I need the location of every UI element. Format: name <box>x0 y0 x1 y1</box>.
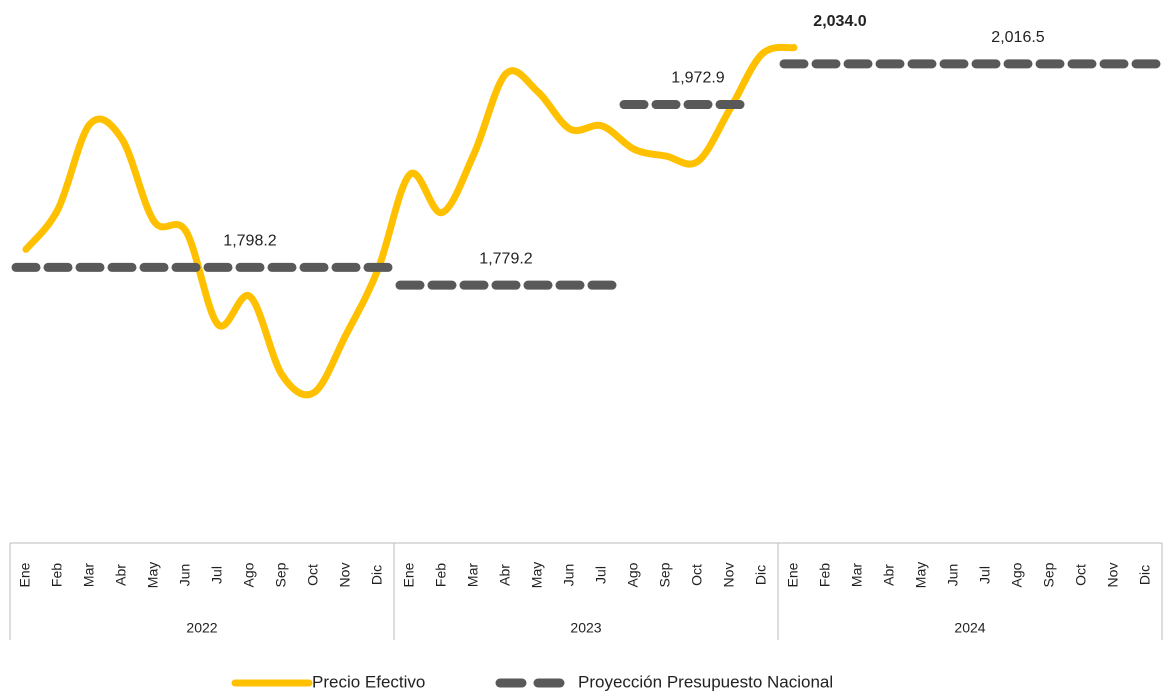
year-label: 2024 <box>954 620 985 636</box>
year-label: 2023 <box>570 620 601 636</box>
x-tick-label: Mar <box>465 563 481 587</box>
data-label: 1,798.2 <box>223 233 276 250</box>
x-tick-label: Ago <box>625 562 641 587</box>
x-tick-label: Jul <box>977 566 993 584</box>
x-tick-label: Feb <box>433 563 449 587</box>
x-tick-label: Nov <box>721 563 737 588</box>
year-label: 2022 <box>186 620 217 636</box>
x-axis <box>9 542 1163 640</box>
x-tick-label: Nov <box>337 563 353 588</box>
x-tick-label: May <box>913 562 929 588</box>
x-tick-label: Feb <box>49 563 65 587</box>
x-tick-label: Dic <box>369 565 385 585</box>
x-tick-label: Abr <box>113 564 129 586</box>
data-label: 1,972.9 <box>671 70 724 87</box>
x-tick-label: Dic <box>1137 565 1153 585</box>
x-tick-label: Ago <box>1009 562 1025 587</box>
x-tick-label: Dic <box>753 565 769 585</box>
price-line <box>22 43 798 399</box>
x-tick-label: Abr <box>881 564 897 586</box>
x-tick-label: Mar <box>849 563 865 587</box>
data-label: 1,779.2 <box>479 250 532 267</box>
x-tick-label: Ene <box>785 562 801 587</box>
x-tick-label: Mar <box>81 563 97 587</box>
x-tick-label: Oct <box>305 564 321 586</box>
x-tick-label: Ene <box>17 562 33 587</box>
x-tick-label: Jun <box>177 564 193 587</box>
x-tick-label: Jul <box>593 566 609 584</box>
x-tick-label: Sep <box>273 562 289 587</box>
x-tick-label: Sep <box>657 562 673 587</box>
x-tick-label: Jun <box>561 564 577 587</box>
data-label: 2,016.5 <box>991 29 1044 46</box>
x-tick-label: Ago <box>241 562 257 587</box>
x-tick-label: May <box>145 562 161 588</box>
legend-label: Precio Efectivo <box>312 672 425 691</box>
x-tick-label: Abr <box>497 564 513 586</box>
x-tick-label: Sep <box>1041 562 1057 587</box>
legend-label: Proyección Presupuesto Nacional <box>578 672 833 691</box>
x-tick-label: Jun <box>945 564 961 587</box>
x-tick-label: Oct <box>689 564 705 586</box>
x-tick-label: Nov <box>1105 563 1121 588</box>
x-tick-label: Ene <box>401 562 417 587</box>
x-tick-label: Feb <box>817 563 833 587</box>
x-tick-label: Jul <box>209 566 225 584</box>
x-tick-label: May <box>529 562 545 588</box>
x-tick-label: Oct <box>1073 564 1089 586</box>
data-label: 2,034.0 <box>813 13 866 30</box>
